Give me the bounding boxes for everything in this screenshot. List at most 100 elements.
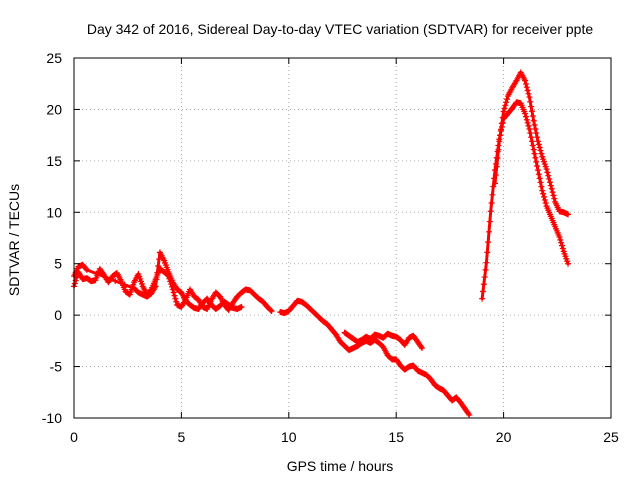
data-point xyxy=(487,208,494,215)
data-point xyxy=(546,175,553,182)
data-point xyxy=(482,266,489,273)
y-tick-label: 0 xyxy=(54,307,62,323)
y-tick-label: -10 xyxy=(42,410,62,426)
data-point xyxy=(483,259,490,266)
data-point xyxy=(530,117,537,124)
data-point xyxy=(490,183,497,190)
data-point xyxy=(485,228,492,235)
data-point xyxy=(543,166,550,173)
data-point xyxy=(497,132,504,139)
data-point xyxy=(466,411,473,418)
data-point xyxy=(559,245,566,252)
data-point xyxy=(155,262,162,269)
data-point xyxy=(538,150,545,157)
y-tick-label: 20 xyxy=(46,101,62,117)
data-point xyxy=(83,266,90,273)
data-point xyxy=(481,274,488,281)
data-point xyxy=(172,295,179,302)
data-point xyxy=(534,163,541,169)
data-point xyxy=(551,195,558,202)
data-point xyxy=(522,77,529,84)
series-layer xyxy=(71,69,572,418)
data-point xyxy=(546,179,553,186)
data-point xyxy=(534,138,541,145)
y-axis-label: SDTVAR / TECUs xyxy=(6,184,22,296)
data-point xyxy=(268,308,275,315)
data-point xyxy=(528,134,535,141)
data-point xyxy=(565,260,572,267)
data-point xyxy=(493,163,500,170)
data-point xyxy=(418,345,425,352)
y-tick-label: 25 xyxy=(46,50,62,66)
data-point xyxy=(531,121,538,128)
data-point xyxy=(71,280,78,287)
data-point xyxy=(542,200,549,207)
data-point xyxy=(537,147,544,154)
data-point xyxy=(547,182,554,189)
data-point xyxy=(529,113,536,120)
data-point xyxy=(267,307,274,314)
data-point xyxy=(536,175,543,182)
data-point xyxy=(525,122,532,129)
data-point xyxy=(418,343,425,350)
data-point xyxy=(524,87,531,94)
data-point xyxy=(532,125,539,132)
x-tick-label: 15 xyxy=(388,429,404,445)
data-point xyxy=(465,410,472,417)
y-tick-label: -5 xyxy=(50,359,63,375)
data-point xyxy=(503,99,510,106)
data-point xyxy=(525,90,532,97)
data-point xyxy=(170,289,177,296)
data-point xyxy=(540,190,547,197)
series-track-6 xyxy=(492,69,572,218)
data-point xyxy=(522,110,529,117)
data-point xyxy=(522,80,529,87)
x-tick-label: 25 xyxy=(603,429,619,445)
x-tick-label: 10 xyxy=(281,429,297,445)
data-point xyxy=(173,298,180,305)
data-point xyxy=(488,200,495,207)
data-point xyxy=(549,189,556,196)
data-point xyxy=(526,94,533,101)
data-point xyxy=(479,288,486,295)
data-point xyxy=(496,138,503,145)
data-point xyxy=(527,130,534,137)
data-point xyxy=(154,269,161,276)
data-point xyxy=(534,167,541,174)
data-point xyxy=(541,196,548,203)
data-point xyxy=(565,211,572,218)
data-point xyxy=(545,172,552,179)
x-tick-label: 5 xyxy=(178,429,186,445)
x-tick-label: 0 xyxy=(70,429,78,445)
data-point xyxy=(93,270,100,277)
data-point xyxy=(533,130,540,137)
data-point xyxy=(531,150,538,157)
data-point xyxy=(557,236,564,243)
series-track-3 xyxy=(277,297,473,418)
data-point xyxy=(501,105,508,112)
data-point xyxy=(535,171,542,178)
data-point xyxy=(528,108,535,115)
data-point xyxy=(492,180,499,187)
data-point xyxy=(499,114,506,121)
data-point xyxy=(522,113,529,120)
data-point xyxy=(536,144,543,151)
plot-border xyxy=(73,57,612,419)
data-point xyxy=(550,192,557,199)
data-point xyxy=(532,154,539,161)
data-point xyxy=(537,179,544,186)
data-point xyxy=(556,233,563,240)
data-point xyxy=(526,125,533,132)
chart-title: Day 342 of 2016, Sidereal Day-to-day VTE… xyxy=(87,21,594,37)
tick-layer: 0 5 10 15 20 25 -10 -5 0 5 10 15 20 25 xyxy=(42,50,619,445)
data-point xyxy=(558,239,565,246)
data-point xyxy=(539,187,546,194)
y-tick-label: 15 xyxy=(46,153,62,169)
data-point xyxy=(528,103,535,110)
data-point xyxy=(523,84,530,91)
data-point xyxy=(533,158,540,165)
data-point xyxy=(153,276,160,283)
